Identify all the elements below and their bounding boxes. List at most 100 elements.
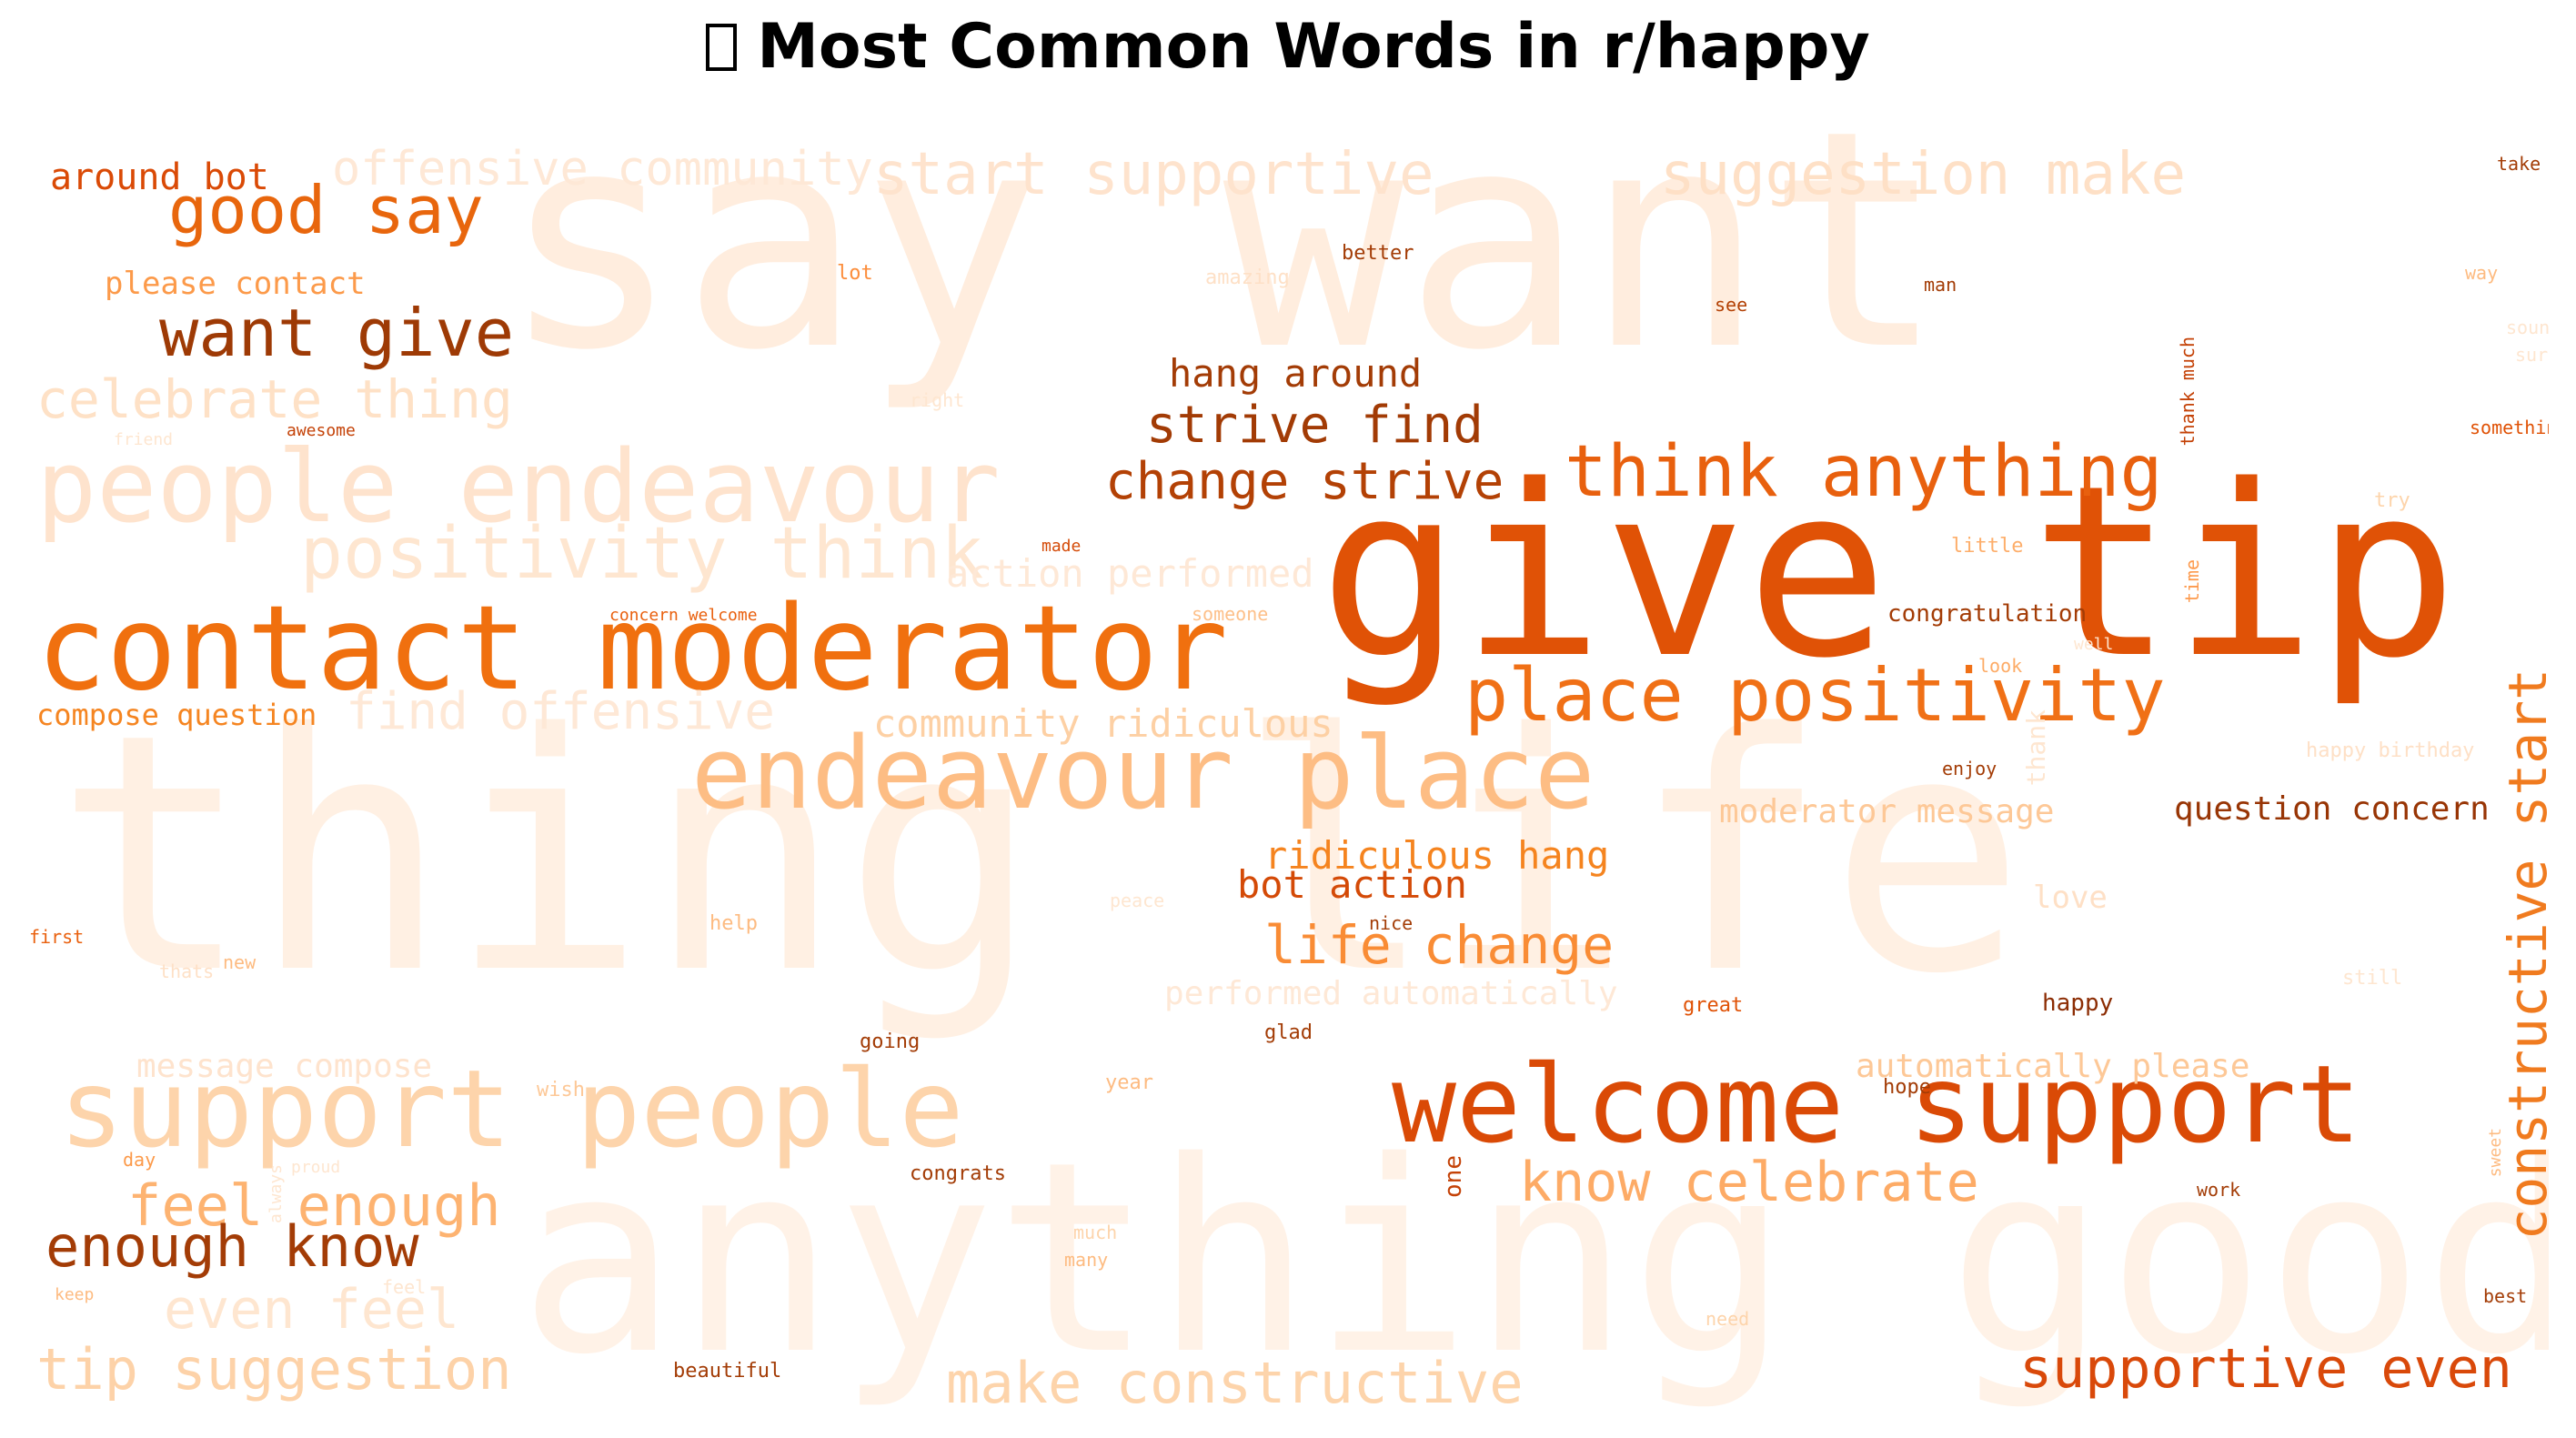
cloud-word: celebrate thing	[36, 368, 513, 430]
cloud-word: question concern	[2174, 790, 2490, 828]
cloud-word: better	[1342, 242, 1414, 265]
cloud-word: many	[1064, 1249, 1109, 1271]
cloud-word: supportive even	[2019, 1337, 2512, 1401]
cloud-word: suggestion make	[1660, 141, 2186, 208]
cloud-word: friend	[114, 430, 174, 449]
cloud-word: please contact	[105, 266, 366, 302]
cloud-word: going	[860, 1031, 921, 1053]
cloud-word: think anything	[1565, 431, 2163, 513]
cloud-word: made	[1041, 537, 1082, 556]
cloud-word: happy	[2042, 990, 2114, 1017]
cloud-word: enjoy	[1942, 758, 1997, 779]
cloud-word: ridiculous hang	[1264, 833, 1610, 878]
cloud-word: hang around	[1169, 351, 1423, 396]
cloud-word: help	[709, 912, 758, 935]
cloud-word: keep	[55, 1285, 95, 1304]
cloud-word: best	[2483, 1285, 2528, 1307]
cloud-word: look	[1978, 655, 2023, 677]
cloud-word: feel enough	[127, 1172, 501, 1239]
cloud-word: compose question	[36, 698, 317, 732]
cloud-word: love	[2033, 880, 2108, 916]
cloud-word: glad	[1264, 1021, 1313, 1044]
cloud-word: action performed	[946, 551, 1314, 596]
cloud-word: proud	[291, 1158, 341, 1177]
cloud-word: great	[1683, 994, 1744, 1017]
cloud-word: awesome	[287, 421, 356, 440]
cloud-word: well	[2074, 635, 2114, 654]
cloud-word: new	[223, 951, 257, 973]
cloud-word: try	[2374, 489, 2410, 512]
cloud-word: amazing	[1205, 266, 1290, 289]
cloud-word: feel	[382, 1276, 427, 1298]
cloud-word: thank	[2021, 709, 2051, 787]
cloud-word: happy birthday	[2306, 739, 2475, 762]
cloud-word: day	[123, 1149, 156, 1171]
cloud-word: work	[2197, 1179, 2241, 1201]
cloud-word: sure	[2515, 344, 2549, 366]
cloud-word: man	[1924, 274, 1957, 296]
cloud-word: one	[1440, 1155, 1467, 1198]
cloud-word: bot action	[1237, 862, 1467, 907]
word-cloud: thing life say want anything good give t…	[27, 127, 2549, 1419]
cloud-word: peace	[1110, 890, 1165, 911]
cloud-word: thing life	[55, 664, 2027, 1045]
cloud-word: first	[29, 926, 85, 948]
cloud-word: say want	[500, 127, 1947, 416]
cloud-word: thats	[159, 960, 215, 982]
cloud-word: year	[1105, 1071, 1153, 1094]
figure-title: Most Common Words in r/happy	[0, 16, 2576, 78]
cloud-word: someone	[1192, 603, 1269, 625]
cloud-word: constructive start	[2497, 669, 2549, 1241]
cloud-word: know celebrate	[1519, 1151, 1979, 1214]
cloud-word: people endeavour	[36, 428, 1001, 545]
cloud-word: life change	[1264, 914, 1615, 976]
cloud-word: change strive	[1105, 452, 1504, 511]
cloud-word: take	[2497, 153, 2541, 175]
cloud-word: community ridiculous	[873, 701, 1333, 746]
cloud-word: find offensive	[346, 682, 776, 741]
cloud-word: congratulation	[1887, 600, 2088, 628]
cloud-word: still	[2342, 967, 2403, 990]
missing-glyph-icon	[706, 24, 738, 71]
cloud-word: see	[1715, 294, 1748, 316]
cloud-word: sweet	[2486, 1128, 2505, 1178]
cloud-word: endeavour place	[691, 715, 1595, 831]
cloud-word: always	[267, 1164, 286, 1224]
cloud-word: even feel	[164, 1278, 460, 1342]
cloud-word: right	[910, 389, 965, 411]
cloud-word: much	[1073, 1222, 1118, 1243]
cloud-word: welcome support	[1392, 1041, 2361, 1167]
cloud-word: offensive community	[332, 142, 873, 196]
figure-title-text: Most Common Words in r/happy	[757, 11, 1870, 83]
cloud-word: sound	[2506, 317, 2549, 338]
cloud-word: moderator message	[1719, 793, 2055, 830]
cloud-word: beautiful	[673, 1360, 782, 1383]
cloud-word: lot	[837, 262, 873, 285]
cloud-word: message compose	[136, 1048, 433, 1085]
cloud-word: need	[1706, 1308, 1750, 1330]
cloud-word: hope	[1883, 1076, 1931, 1099]
cloud-word: something	[2470, 417, 2549, 438]
cloud-word: automatically please	[1856, 1048, 2250, 1085]
cloud-word: make constructive	[946, 1350, 1524, 1416]
cloud-word: start supportive	[873, 141, 1434, 208]
cloud-word: performed automatically	[1164, 975, 1618, 1012]
cloud-word: tip suggestion	[36, 1336, 512, 1403]
cloud-word: around bot	[50, 156, 269, 198]
cloud-word: little	[1951, 535, 2024, 558]
cloud-word: want give	[159, 295, 515, 371]
cloud-word: thank much	[2177, 337, 2199, 447]
cloud-word: anything good	[518, 1106, 2549, 1413]
cloud-word: positivity think	[300, 513, 984, 595]
cloud-word: good say	[168, 172, 484, 248]
cloud-word: strive find	[1146, 396, 1484, 455]
cloud-word: place positivity	[1464, 653, 2166, 738]
cloud-word: time	[2181, 559, 2203, 604]
cloud-word: concern welcome	[609, 606, 758, 625]
cloud-word: give tip	[1319, 436, 2459, 710]
cloud-word: contact moderator	[36, 581, 1229, 717]
cloud-word: enough know	[45, 1213, 419, 1280]
cloud-word: nice	[1369, 912, 1414, 934]
cloud-word: wish	[537, 1079, 585, 1101]
